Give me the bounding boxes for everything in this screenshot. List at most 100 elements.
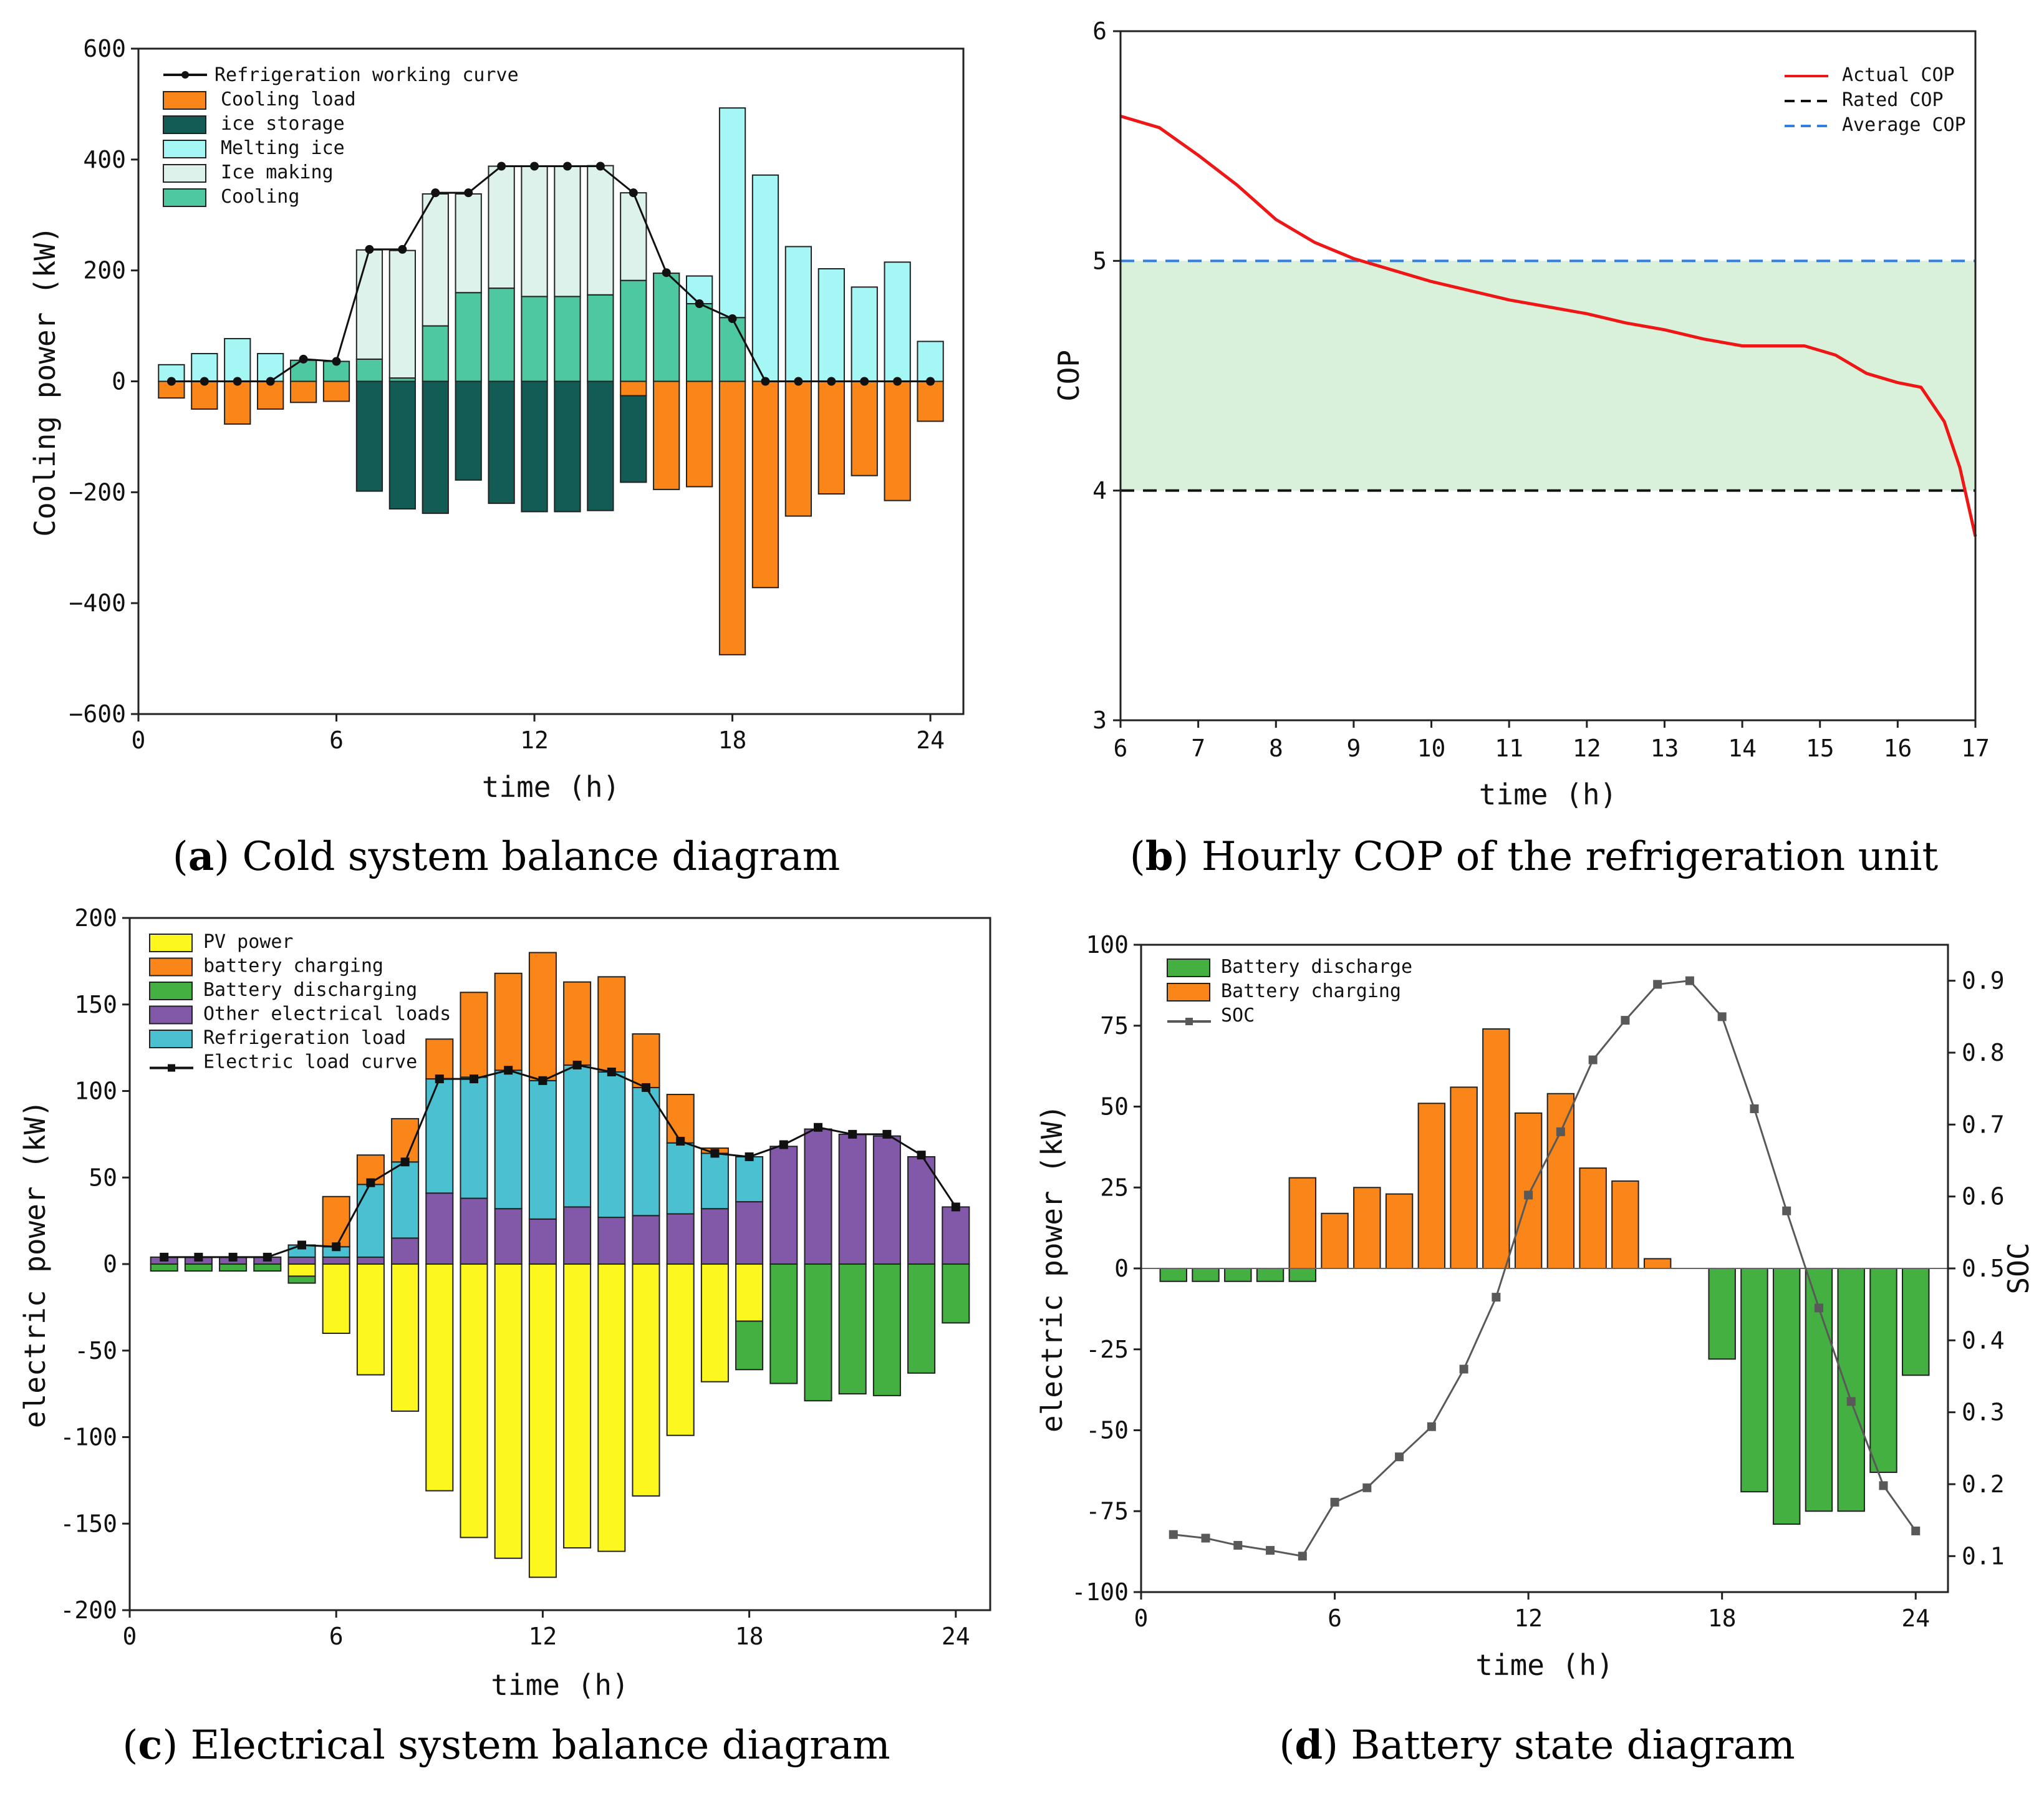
- bar-cooling-load: [817, 380, 845, 495]
- legend-swatch: [149, 982, 193, 1000]
- load-curve-point: [435, 1074, 444, 1084]
- bar-battery-discharge: [1256, 1268, 1285, 1282]
- x-tick-label: 11: [1495, 735, 1523, 762]
- bar-other-electrical-loads: [838, 1133, 867, 1265]
- load-curve-point: [297, 1240, 306, 1250]
- y2-tick-label: 0.4: [1962, 1326, 2005, 1354]
- legend-label: Electric load curve: [203, 1051, 417, 1073]
- bar-battery-charging: [460, 992, 488, 1078]
- bar-refrigeration-load: [597, 1071, 626, 1219]
- working-curve-point: [398, 244, 407, 254]
- bar-ice-making: [521, 165, 548, 297]
- bar-cooling: [718, 317, 746, 382]
- soc-point: [1524, 1190, 1533, 1200]
- soc-point: [1846, 1397, 1856, 1406]
- bar-other-electrical-loads: [356, 1256, 385, 1265]
- working-curve-point: [629, 188, 638, 198]
- legend-swatch: [163, 115, 206, 134]
- x-tick-label: 24: [1901, 1605, 1930, 1632]
- bar-melting-ice: [884, 261, 911, 382]
- soc-point: [1233, 1541, 1243, 1550]
- working-curve-point: [530, 162, 539, 171]
- bar-other-electrical-loads: [735, 1201, 764, 1265]
- y-tick-label: -50: [74, 1337, 117, 1364]
- bar-ice-making: [488, 165, 515, 289]
- load-curve-point: [642, 1083, 650, 1092]
- bar-cooling-load: [686, 380, 713, 488]
- working-curve-point: [794, 377, 803, 386]
- plot-frame: [1119, 30, 1977, 722]
- bar-other-electrical-loads: [872, 1135, 901, 1265]
- caption-paren-close: ): [1174, 834, 1189, 880]
- bar-battery-charging: [1450, 1086, 1478, 1269]
- load-curve-point: [814, 1122, 822, 1132]
- load-curve-point: [538, 1076, 547, 1085]
- y-tick-label: -75: [1086, 1497, 1129, 1525]
- bar-pv-power: [425, 1263, 454, 1492]
- bar-battery-charging: [1579, 1167, 1607, 1269]
- y2-tick-label: 0.2: [1962, 1470, 2005, 1498]
- x-tick-label: 12: [520, 727, 549, 754]
- y-tick-label: 0: [112, 368, 126, 395]
- x-tick-label: 15: [1806, 735, 1834, 762]
- x-tick-label: 0: [123, 1623, 137, 1650]
- soc-point: [1395, 1452, 1404, 1462]
- working-curve-point: [893, 377, 902, 386]
- bar-melting-ice: [751, 174, 779, 382]
- working-curve-point: [662, 268, 671, 278]
- bar-refrigeration-load: [391, 1161, 420, 1239]
- legend-swatch: [1167, 983, 1210, 1002]
- x-tick-label: 10: [1417, 735, 1446, 762]
- x-tick-label: 0: [132, 727, 146, 754]
- load-curve-point: [228, 1252, 238, 1262]
- load-curve-point: [676, 1136, 685, 1146]
- bar-other-electrical-loads: [391, 1237, 420, 1265]
- x-tick-label: 9: [1346, 735, 1361, 762]
- bar-pv-power: [528, 1263, 557, 1578]
- bar-other-electrical-loads: [528, 1218, 557, 1265]
- bar-battery-discharging: [769, 1263, 798, 1384]
- bar-battery-discharging: [942, 1263, 970, 1324]
- caption-text: Cold system balance diagram: [229, 834, 840, 880]
- bar-battery-discharging: [735, 1320, 764, 1371]
- working-curve-point: [233, 377, 242, 386]
- legend-label: Cooling: [221, 186, 299, 208]
- legend-swatch: [163, 91, 206, 110]
- bar-other-electrical-loads: [804, 1128, 832, 1265]
- load-curve-point: [263, 1252, 272, 1262]
- bar-battery-charging: [494, 972, 523, 1071]
- bar-pv-power: [494, 1263, 523, 1559]
- caption-paren-open: (: [1279, 1722, 1294, 1769]
- bar-other-electrical-loads: [666, 1213, 695, 1265]
- bar-cooling: [686, 303, 713, 382]
- y-tick-label: -150: [60, 1510, 117, 1537]
- x-axis-label: time (h): [491, 1668, 629, 1702]
- bar-battery-discharging: [907, 1263, 936, 1374]
- bar-other-electrical-loads: [287, 1256, 316, 1265]
- x-tick-label: 18: [1708, 1605, 1737, 1632]
- bar-pv-power: [287, 1263, 316, 1277]
- bar-other-electrical-loads: [769, 1146, 798, 1265]
- legend-label: ice storage: [221, 113, 345, 135]
- soc-point: [1879, 1481, 1888, 1490]
- legend-label: Battery discharging: [203, 979, 417, 1001]
- y-tick-label: 5: [1092, 247, 1107, 274]
- bar-melting-ice: [784, 246, 812, 382]
- bar-battery-discharge: [1192, 1268, 1220, 1282]
- bar-cooling-load: [784, 380, 812, 517]
- bar-other-electrical-loads: [460, 1197, 488, 1265]
- load-curve-point: [470, 1074, 478, 1084]
- legend-swatch: [1167, 958, 1210, 977]
- load-curve-point: [779, 1140, 788, 1149]
- bar-other-electrical-loads: [632, 1215, 660, 1265]
- bar-ice-storage: [388, 380, 416, 510]
- bar-cooling: [554, 296, 581, 382]
- y2-axis-label: SOC: [2002, 1242, 2035, 1294]
- x-tick-label: 17: [1961, 735, 1990, 762]
- load-curve-point: [745, 1152, 754, 1161]
- soc-point: [1298, 1552, 1307, 1561]
- bar-battery-discharge: [1224, 1268, 1252, 1282]
- bar-ice-making: [422, 193, 449, 327]
